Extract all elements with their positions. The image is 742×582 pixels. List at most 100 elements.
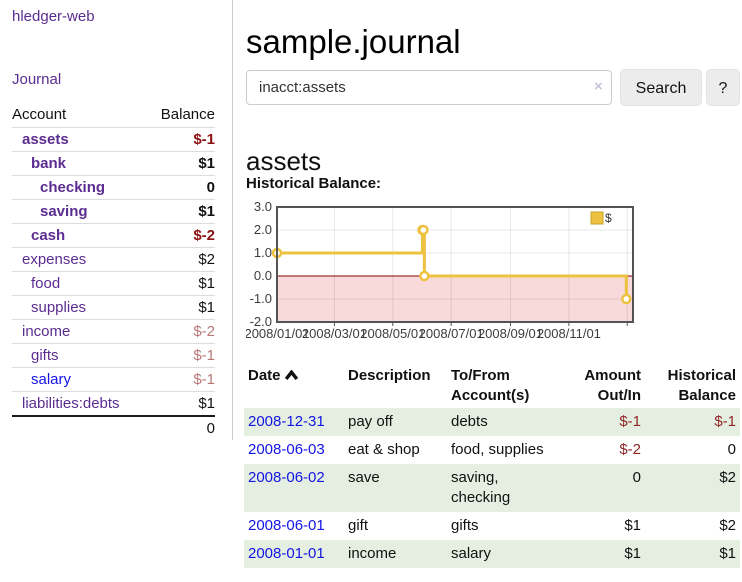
balance-col-header: Balance bbox=[146, 104, 215, 128]
transaction-amount: $1 bbox=[624, 517, 641, 534]
transaction-description: pay off bbox=[348, 413, 393, 430]
account-row: cash $-2 bbox=[12, 223, 215, 248]
transaction-amount: $-1 bbox=[619, 413, 641, 430]
transaction-balance: $2 bbox=[719, 469, 736, 486]
svg-text:0.0: 0.0 bbox=[254, 268, 272, 283]
transaction-accounts: food, supplies bbox=[451, 441, 544, 458]
svg-text:1.0: 1.0 bbox=[254, 245, 272, 260]
svg-text:$: $ bbox=[605, 211, 612, 225]
transaction-date-link[interactable]: 2008-06-03 bbox=[248, 441, 325, 458]
transactions-table-body: 2008-12-31 pay off debts $-1 $-1 2008-06-03 ea… bbox=[244, 408, 740, 568]
account-balance: $1 bbox=[146, 391, 215, 417]
transaction-row: 2008-01-01 income salary $1 $1 bbox=[244, 540, 740, 568]
accounts-total-value: 0 bbox=[206, 420, 215, 437]
account-link[interactable]: cash bbox=[31, 227, 66, 244]
transaction-balance: $2 bbox=[719, 517, 736, 534]
account-balance: $1 bbox=[146, 199, 215, 224]
transaction-description: eat & shop bbox=[348, 441, 420, 458]
account-balance: 0 bbox=[146, 175, 215, 200]
svg-text:2.0: 2.0 bbox=[254, 222, 272, 237]
account-row: salary $-1 bbox=[12, 367, 215, 392]
transaction-accounts: gifts bbox=[451, 517, 479, 534]
page-title: sample.journal bbox=[246, 23, 461, 61]
svg-text:-2.0: -2.0 bbox=[250, 314, 272, 329]
transaction-date-link[interactable]: 2008-06-01 bbox=[248, 517, 325, 534]
transaction-row: 2008-06-03 eat & shop food, supplies $-2 0 bbox=[244, 436, 740, 464]
sidebar: hledger-web Journal Account Balance asse… bbox=[0, 0, 233, 440]
account-link[interactable]: bank bbox=[31, 155, 67, 172]
transaction-description: income bbox=[348, 545, 397, 562]
account-link[interactable]: supplies bbox=[31, 299, 87, 316]
clear-search-icon[interactable]: × bbox=[594, 78, 603, 95]
svg-text:2008/09/01: 2008/09/01 bbox=[478, 326, 543, 341]
account-link[interactable]: gifts bbox=[31, 347, 59, 364]
transactions-table: Date Description To/From Account(s) Amou… bbox=[244, 364, 740, 568]
account-link[interactable]: expenses bbox=[22, 251, 87, 268]
accounts-col-header: Account bbox=[12, 104, 147, 128]
transaction-amount: $-2 bbox=[619, 441, 641, 458]
transaction-date-link[interactable]: 2008-12-31 bbox=[248, 413, 325, 430]
col-header-accounts: To/From Account(s) bbox=[451, 367, 530, 404]
account-row: expenses $2 bbox=[12, 247, 215, 272]
transaction-accounts: debts bbox=[451, 413, 488, 430]
account-balance: $-2 bbox=[146, 223, 215, 248]
accounts-total-row: 0 bbox=[12, 416, 215, 440]
transaction-date-link[interactable]: 2008-06-02 bbox=[248, 469, 325, 486]
transaction-description: gift bbox=[348, 517, 369, 534]
account-link[interactable]: income bbox=[22, 323, 71, 340]
account-row: gifts $-1 bbox=[12, 343, 215, 368]
accounts-table-body: assets $-1 bank $1 checking 0 saving $1 cash $-2 e… bbox=[12, 127, 215, 441]
chart-title: Historical Balance: bbox=[246, 175, 382, 192]
transaction-accounts: saving, checking bbox=[451, 469, 511, 506]
transaction-amount: $1 bbox=[624, 545, 641, 562]
col-header-description: Description bbox=[348, 367, 431, 384]
account-heading: assets bbox=[246, 145, 322, 176]
account-link[interactable]: liabilities:debts bbox=[22, 395, 120, 412]
account-link[interactable]: checking bbox=[40, 179, 106, 196]
app-brand-link[interactable]: hledger-web bbox=[12, 8, 95, 25]
col-header-date[interactable]: Date bbox=[244, 364, 344, 408]
transaction-date-link[interactable]: 2008-01-01 bbox=[248, 545, 325, 562]
accounts-balance-table: Account Balance assets $-1 bank $1 checking 0… bbox=[12, 104, 215, 440]
account-row: assets $-1 bbox=[12, 127, 215, 152]
account-balance: $1 bbox=[146, 271, 215, 296]
account-balance: $-1 bbox=[146, 127, 215, 152]
account-row: bank $1 bbox=[12, 151, 215, 176]
account-link[interactable]: saving bbox=[40, 203, 88, 220]
transaction-row: 2008-06-02 save saving, checking 0 $2 bbox=[244, 464, 740, 512]
account-balance: $1 bbox=[146, 295, 215, 320]
svg-text:2008/05/01: 2008/05/01 bbox=[360, 326, 425, 341]
account-row: saving $1 bbox=[12, 199, 215, 224]
svg-text:3.0: 3.0 bbox=[254, 200, 272, 214]
sidebar-item-journal[interactable]: Journal bbox=[12, 71, 62, 88]
account-balance: $-1 bbox=[146, 367, 215, 392]
chart-legend: $ bbox=[590, 211, 612, 225]
search-button[interactable]: Search bbox=[620, 69, 702, 106]
account-balance: $-1 bbox=[146, 343, 215, 368]
help-button[interactable]: ? bbox=[706, 69, 740, 106]
svg-text:2008/11/01: 2008/11/01 bbox=[537, 326, 601, 341]
svg-text:-1.0: -1.0 bbox=[250, 291, 272, 306]
account-balance: $1 bbox=[146, 151, 215, 176]
transaction-row: 2008-06-01 gift gifts $1 $2 bbox=[244, 512, 740, 540]
account-balance: $2 bbox=[146, 247, 215, 272]
col-header-balance: Historical Balance bbox=[667, 367, 736, 404]
account-row: income $-2 bbox=[12, 319, 215, 344]
historical-balance-chart: $3.0 2.0 1.0 0.0 -1.0 -2.0 2008/01/01 2008/03/0… bbox=[244, 199, 742, 348]
search-input[interactable] bbox=[246, 70, 612, 105]
account-balance: $-2 bbox=[146, 319, 215, 344]
transaction-balance: $-1 bbox=[714, 413, 736, 430]
svg-text:2008/07/01: 2008/07/01 bbox=[419, 326, 484, 341]
svg-text:2008/03/01: 2008/03/01 bbox=[302, 326, 367, 341]
account-link[interactable]: assets bbox=[22, 131, 69, 148]
sort-chevron-up-icon bbox=[284, 367, 298, 387]
account-link[interactable]: salary bbox=[31, 371, 72, 388]
svg-text:2008/01/01: 2008/01/01 bbox=[246, 326, 310, 341]
transaction-accounts: salary bbox=[451, 545, 492, 562]
transaction-balance: $1 bbox=[719, 545, 736, 562]
transaction-amount: 0 bbox=[632, 469, 641, 486]
account-link[interactable]: food bbox=[31, 275, 61, 292]
account-row: liabilities:debts $1 bbox=[12, 391, 215, 417]
account-row: supplies $1 bbox=[12, 295, 215, 320]
